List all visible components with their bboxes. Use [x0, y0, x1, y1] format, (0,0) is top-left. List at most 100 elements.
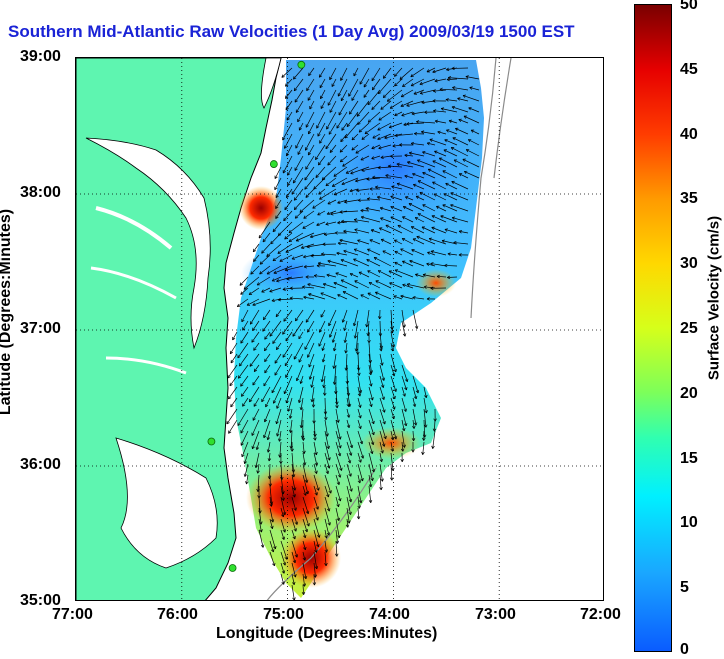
velocity-arrow — [239, 276, 249, 286]
velocity-arrowhead — [377, 195, 381, 198]
velocity-arrow — [470, 129, 480, 135]
bay-water — [85, 137, 211, 350]
velocity-arrowhead — [305, 275, 309, 278]
velocity-arrowhead — [322, 384, 325, 388]
station-marker[interactable] — [207, 437, 216, 446]
velocity-arrowhead — [316, 566, 319, 570]
velocity-arrowhead — [366, 177, 370, 180]
velocity-arrowhead — [276, 280, 280, 283]
velocity-arrowhead — [270, 242, 274, 245]
velocity-arrow — [369, 239, 381, 245]
velocity-arrow — [333, 282, 348, 289]
velocity-arrow — [321, 364, 326, 383]
velocity-arrowhead — [447, 277, 451, 280]
velocity-arrow — [341, 122, 348, 131]
velocity-arrow — [412, 238, 425, 245]
velocity-arrowhead — [426, 394, 428, 398]
velocity-arrowhead — [284, 391, 287, 395]
velocity-arrow — [303, 254, 315, 258]
velocity-arrow — [358, 122, 370, 133]
velocity-arrowhead — [349, 403, 352, 407]
velocity-arrow — [315, 166, 326, 178]
velocity-arrow — [305, 188, 315, 198]
velocity-arrow — [269, 507, 274, 523]
velocity-arrowhead — [391, 373, 395, 377]
velocity-arrowhead — [394, 84, 398, 87]
velocity-arrowhead — [412, 425, 415, 429]
velocity-arrowhead — [272, 519, 275, 523]
velocity-arrow — [445, 99, 458, 102]
velocity-arrow — [401, 430, 405, 448]
velocity-arrowhead — [298, 360, 302, 363]
velocity-arrowhead — [266, 253, 269, 257]
velocity-arrow — [387, 89, 403, 102]
velocity-arrowhead — [424, 434, 427, 438]
velocity-arrowhead — [380, 217, 383, 221]
velocity-arrowhead — [360, 478, 363, 482]
velocity-arrowhead — [359, 480, 362, 484]
velocity-arrowhead — [326, 494, 329, 498]
velocity-arrow — [335, 386, 338, 405]
velocity-arrow — [432, 181, 447, 190]
velocity-arrow — [377, 270, 392, 278]
velocity-arrowhead — [283, 581, 285, 585]
velocity-arrow — [252, 375, 260, 386]
velocity-arrow — [291, 507, 298, 525]
velocity-arrowhead — [285, 339, 289, 342]
velocity-arrow — [335, 452, 342, 471]
velocity-arrowhead — [329, 77, 333, 81]
velocity-arrow — [285, 243, 304, 253]
velocity-arrow — [400, 248, 414, 256]
velocity-arrow — [252, 298, 271, 306]
velocity-arrowhead — [348, 403, 350, 407]
velocity-arrowhead — [294, 89, 298, 92]
velocity-arrow — [442, 170, 458, 179]
velocity-arrowhead — [395, 368, 397, 373]
velocity-arrowhead — [402, 428, 405, 432]
velocity-arrow — [302, 496, 309, 514]
velocity-arrowhead — [353, 258, 356, 262]
velocity-arrowhead — [411, 249, 414, 253]
velocity-arrowhead — [336, 420, 339, 423]
velocity-arrowhead — [281, 571, 285, 574]
velocity-arrowhead — [279, 460, 282, 464]
velocity-arrowhead — [286, 153, 290, 157]
velocity-arrow — [439, 88, 458, 91]
velocity-arrowhead — [228, 397, 232, 400]
velocity-arrow — [400, 89, 414, 98]
map-area[interactable] — [75, 57, 604, 601]
station-marker[interactable] — [269, 160, 278, 168]
velocity-arrow — [400, 295, 414, 300]
velocity-arrow — [228, 419, 238, 434]
velocity-arrowhead — [305, 534, 307, 538]
velocity-arrowhead — [305, 575, 308, 579]
delaware-bay — [261, 58, 282, 109]
velocity-arrowhead — [267, 449, 271, 453]
velocity-arrowhead — [349, 190, 353, 193]
velocity-arrow — [415, 217, 425, 223]
station-marker[interactable] — [228, 564, 237, 572]
velocity-arrowhead — [390, 437, 394, 441]
velocity-arrow — [357, 419, 362, 429]
velocity-arrow — [359, 67, 370, 85]
velocity-arrowhead — [293, 474, 296, 478]
velocity-arrow — [278, 298, 293, 301]
velocity-arrowhead — [258, 236, 262, 239]
velocity-arrowhead — [271, 300, 275, 303]
velocity-arrow — [417, 180, 436, 190]
velocity-arrowhead — [294, 554, 298, 558]
velocity-arrowhead — [334, 231, 338, 234]
velocity-arrowhead — [271, 278, 275, 282]
velocity-arrowhead — [314, 433, 317, 437]
velocity-arrowhead — [388, 125, 392, 128]
velocity-arrow — [368, 408, 375, 425]
y-tick-35: 35:00 — [20, 592, 61, 609]
velocity-arrowhead — [424, 395, 427, 398]
velocity-arrowhead — [367, 103, 371, 106]
velocity-arrowhead — [427, 252, 430, 255]
velocity-arrowhead — [276, 348, 280, 351]
velocity-arrowhead — [304, 583, 307, 587]
velocity-arrowhead — [226, 422, 230, 425]
station-marker[interactable] — [297, 60, 306, 69]
velocity-arrowhead — [274, 187, 278, 191]
